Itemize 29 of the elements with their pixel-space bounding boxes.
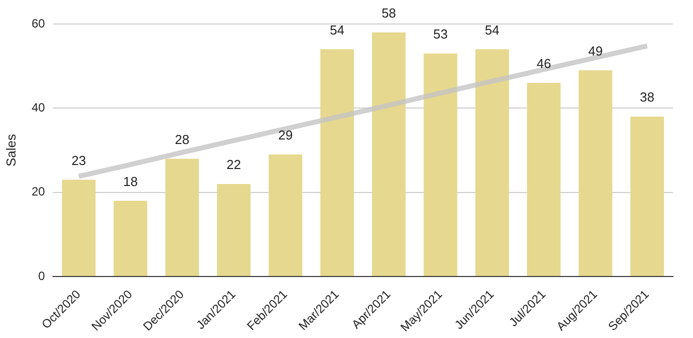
bar [424, 53, 458, 276]
bar [62, 180, 96, 276]
y-tick-label: 60 [32, 16, 46, 30]
bar [630, 116, 664, 276]
data-label: 29 [278, 128, 293, 143]
data-label: 22 [226, 157, 242, 172]
data-label: 18 [123, 174, 138, 189]
bar [217, 184, 251, 276]
data-label: 28 [174, 132, 190, 147]
data-label: 49 [588, 43, 603, 58]
y-tick-label: 20 [32, 184, 46, 199]
bar [578, 70, 612, 276]
bar [475, 49, 509, 276]
y-axis-title: Sales [3, 134, 18, 167]
data-label: 58 [382, 5, 396, 20]
bar [320, 49, 354, 276]
data-label: 46 [536, 56, 552, 72]
data-label: 54 [330, 22, 344, 38]
y-tick-label: 40 [32, 100, 46, 114]
bar [527, 82, 561, 276]
bar [165, 158, 199, 276]
bar [268, 154, 302, 276]
bar [114, 200, 148, 276]
data-label: 54 [484, 22, 500, 38]
y-tick-label: 0 [38, 268, 46, 283]
bar [372, 32, 406, 276]
data-label: 53 [433, 26, 448, 42]
data-label: 23 [72, 152, 86, 168]
data-label: 38 [640, 90, 654, 105]
